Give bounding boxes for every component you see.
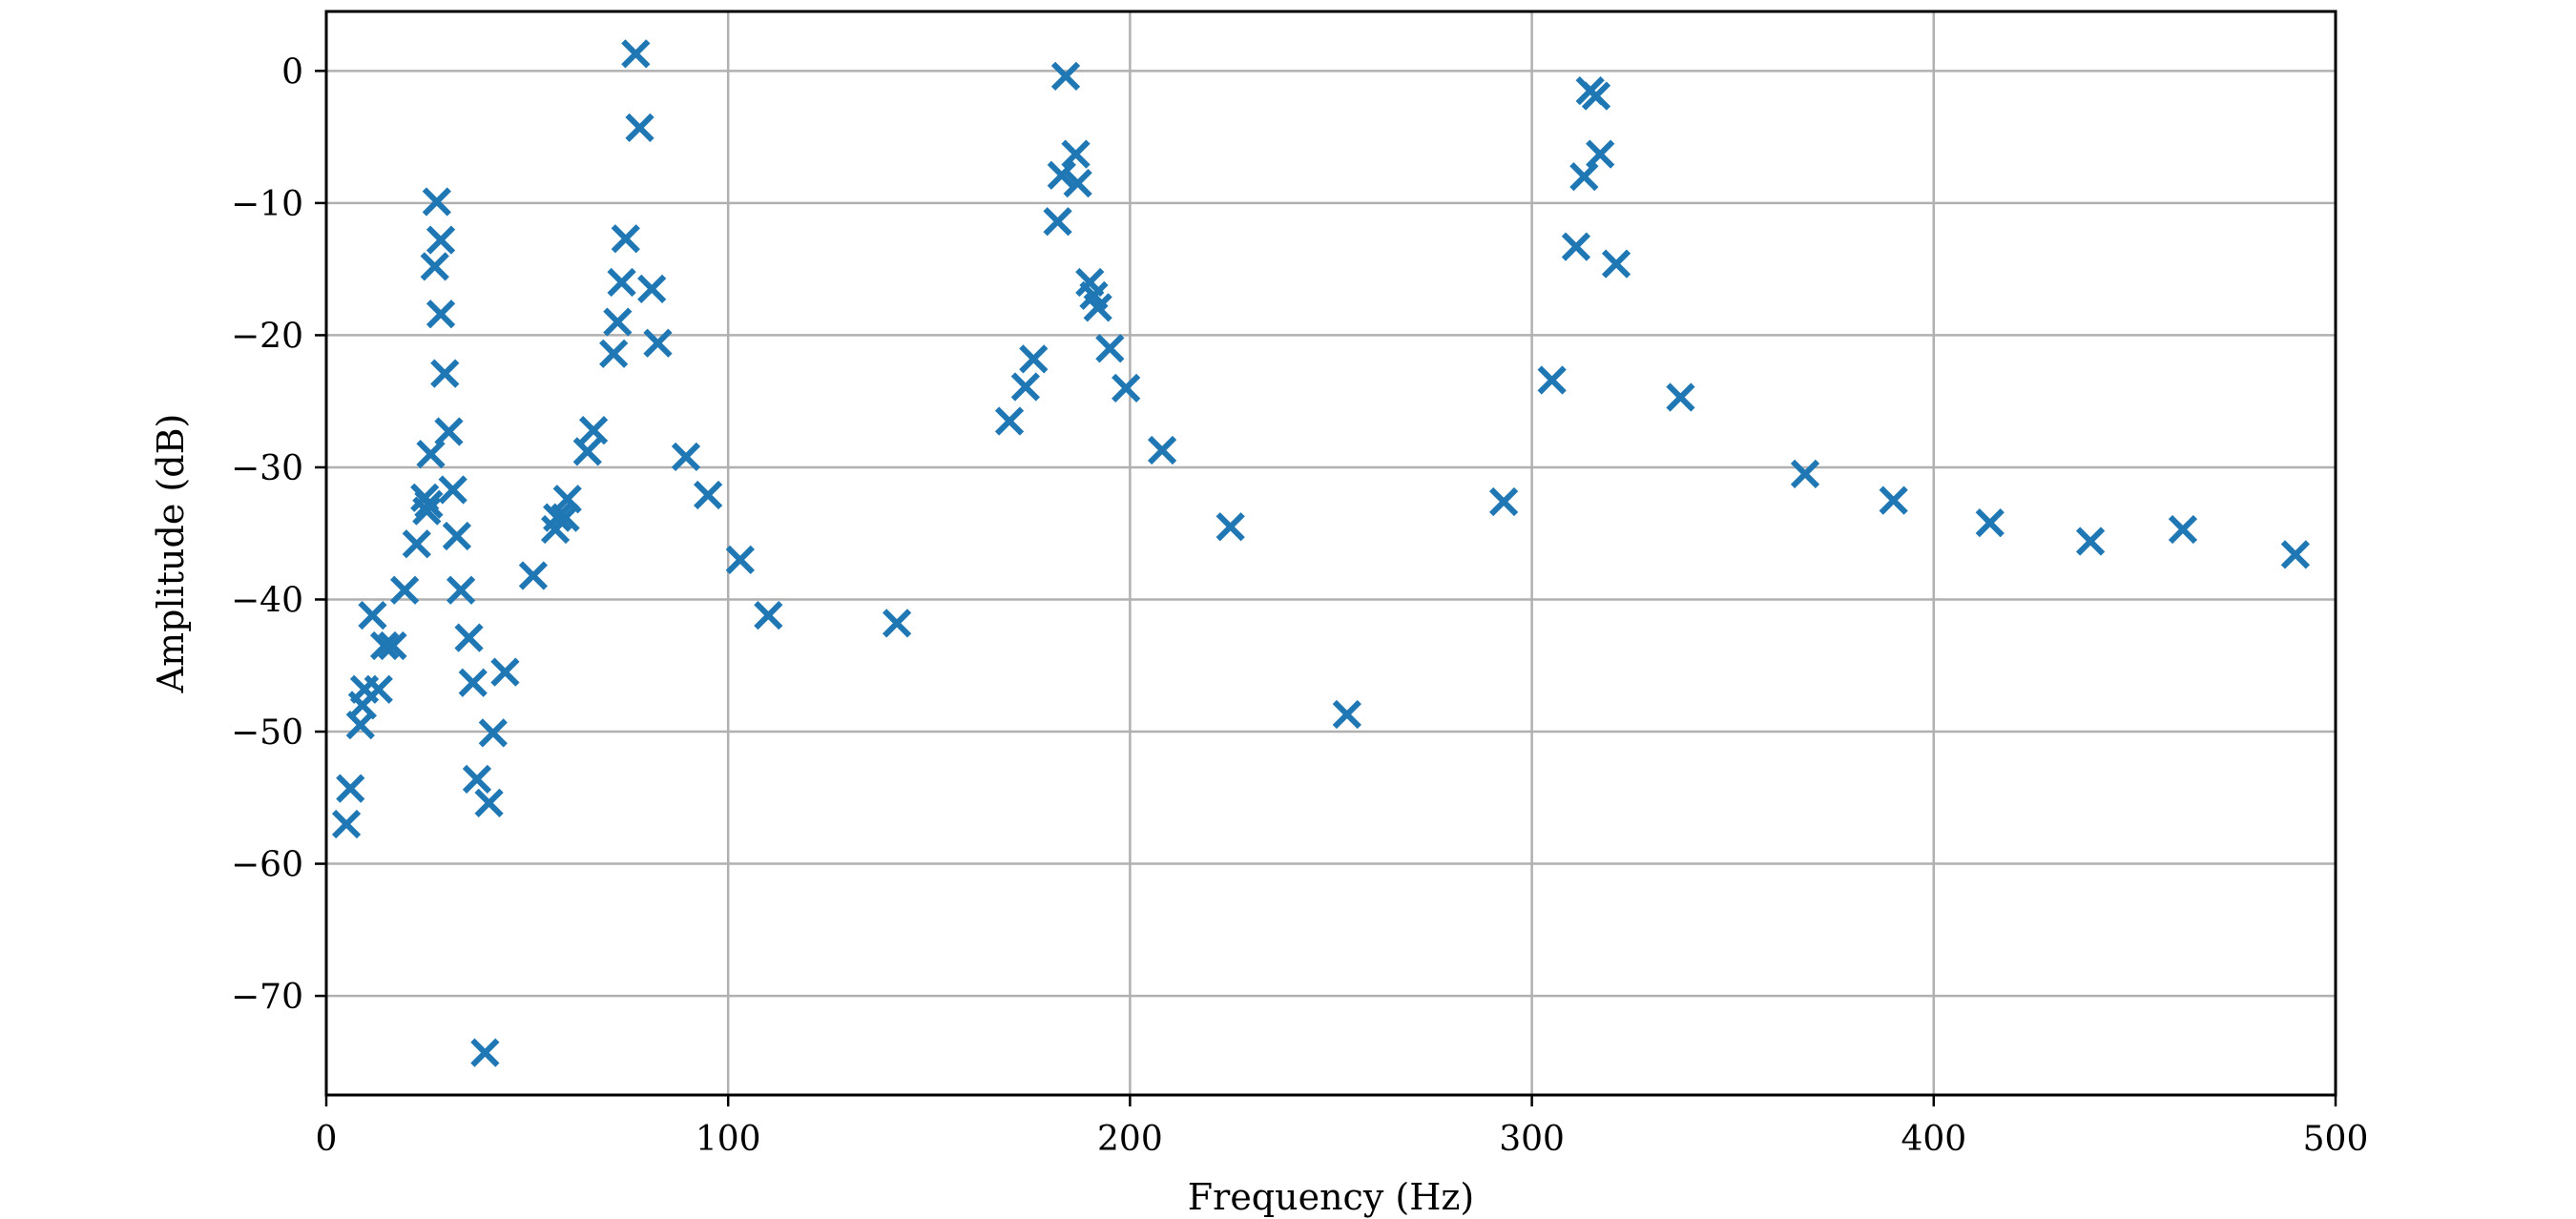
data-point	[611, 224, 640, 254]
data-point	[572, 437, 602, 466]
data-point	[390, 575, 420, 605]
data-point	[438, 475, 467, 505]
data-point	[621, 39, 651, 69]
data-point	[1586, 139, 1615, 169]
y-tick-label: 0	[281, 52, 303, 92]
data-point	[694, 480, 723, 510]
data-point	[518, 561, 549, 590]
data-points	[331, 39, 2311, 1067]
data-point	[1569, 162, 1599, 192]
data-point	[578, 416, 609, 445]
data-point	[1010, 372, 1041, 402]
data-point	[462, 764, 492, 795]
data-point	[1666, 382, 1695, 412]
data-point	[2168, 514, 2198, 545]
data-point	[434, 417, 464, 446]
data-point	[2075, 527, 2106, 556]
y-tick-label: −10	[231, 185, 303, 224]
data-point	[1019, 344, 1049, 374]
data-point	[1083, 293, 1112, 322]
data-point	[478, 718, 508, 748]
data-point	[1063, 168, 1092, 198]
plot-frame	[324, 10, 2337, 1097]
y-tick-label: −50	[231, 713, 303, 753]
data-point	[422, 187, 451, 217]
data-point	[1561, 232, 1591, 261]
y-tick-label: −60	[231, 846, 303, 885]
data-point	[543, 503, 572, 532]
x-axis-ticks: 0 100 200 300 400 500	[316, 1095, 2369, 1159]
data-point	[474, 788, 504, 817]
y-axis-label: Amplitude (dB)	[150, 414, 192, 694]
data-point	[1332, 699, 1361, 730]
data-point	[470, 1038, 500, 1067]
plot-background	[326, 11, 2336, 1095]
x-tick-label: 100	[696, 1120, 761, 1159]
data-point	[426, 300, 456, 329]
data-point	[671, 442, 701, 471]
data-point	[458, 668, 488, 697]
data-point	[607, 267, 636, 298]
data-point	[603, 307, 633, 337]
x-tick-label: 0	[316, 1120, 338, 1159]
data-point	[358, 600, 387, 630]
data-point	[1975, 508, 2005, 538]
data-point	[378, 630, 407, 661]
data-point	[994, 406, 1025, 436]
data-point	[1095, 334, 1125, 363]
y-tick-label: −20	[231, 317, 303, 356]
data-point	[882, 609, 912, 638]
data-point	[364, 674, 393, 704]
data-point	[1601, 249, 1631, 279]
data-point	[442, 521, 472, 551]
y-axis-ticks: 0 −10 −20 −30 −40 −50 −60 −70	[231, 52, 326, 1017]
data-point	[1111, 373, 1141, 403]
x-tick-label: 400	[1901, 1120, 1966, 1159]
y-tick-label: −40	[231, 581, 303, 620]
data-point	[369, 630, 400, 661]
data-point	[336, 774, 365, 803]
data-point	[1050, 61, 1081, 92]
data-point	[446, 575, 476, 605]
data-point	[331, 809, 362, 839]
data-point	[2280, 540, 2311, 569]
data-point	[426, 225, 456, 255]
data-point	[625, 113, 654, 143]
y-tick-label: −30	[231, 449, 303, 488]
data-point	[402, 529, 431, 559]
x-tick-label: 500	[2303, 1120, 2369, 1159]
data-point	[1879, 486, 1908, 515]
data-point	[1488, 486, 1519, 517]
x-axis-label: Frequency (Hz)	[1188, 1176, 1474, 1218]
data-point	[1147, 435, 1177, 465]
x-tick-label: 200	[1097, 1120, 1163, 1159]
data-point	[1790, 459, 1820, 488]
data-point	[416, 439, 446, 469]
data-point	[1215, 512, 1245, 542]
data-point	[454, 623, 484, 652]
x-tick-label: 300	[1499, 1120, 1565, 1159]
data-point	[1043, 207, 1072, 237]
data-point	[414, 489, 444, 519]
data-point	[1537, 365, 1567, 395]
data-point	[1061, 139, 1091, 169]
data-point	[599, 339, 629, 368]
data-point	[754, 600, 783, 630]
data-point	[420, 252, 449, 281]
data-point	[725, 545, 755, 575]
data-point	[1581, 81, 1611, 111]
data-point	[1047, 160, 1076, 190]
data-point	[637, 274, 667, 304]
data-point	[430, 359, 460, 388]
data-point	[552, 485, 582, 514]
data-point	[490, 657, 520, 687]
data-point	[412, 496, 442, 526]
y-tick-label: −70	[231, 978, 303, 1017]
data-point	[643, 328, 673, 358]
